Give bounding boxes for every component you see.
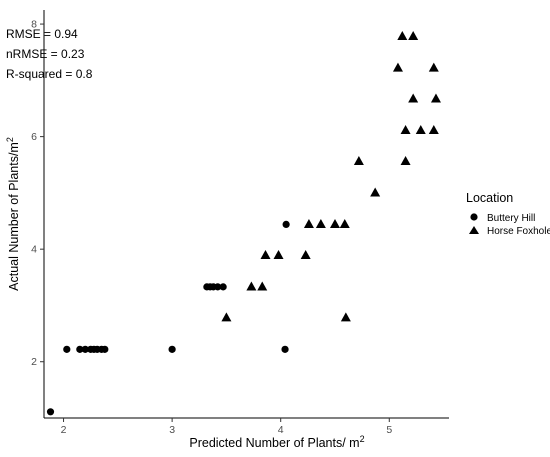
legend-marker-buttery-hill — [470, 213, 478, 221]
point-horse-foxhole — [257, 281, 268, 291]
point-horse-foxhole — [353, 155, 364, 165]
point-horse-foxhole — [400, 125, 411, 135]
point-horse-foxhole — [428, 62, 439, 72]
point-buttery-hill — [219, 283, 227, 291]
legend-marker-horse-foxhole — [469, 226, 479, 234]
point-horse-foxhole — [408, 93, 419, 103]
point-horse-foxhole — [430, 93, 441, 103]
y-axis-title: Actual Number of Plants/m2 — [5, 137, 21, 291]
point-buttery-hill — [282, 220, 290, 229]
point-horse-foxhole — [315, 219, 326, 229]
point-horse-foxhole — [329, 219, 340, 229]
point-buttery-hill — [281, 345, 289, 353]
y-axis-title-superscript: 2 — [5, 137, 15, 142]
point-horse-foxhole — [370, 187, 381, 197]
axes: 2 3 4 5 2 4 6 8 — [31, 10, 449, 436]
data-points — [46, 31, 441, 416]
point-horse-foxhole — [415, 125, 426, 135]
annotation-r-squared: R-squared = 0.8 — [6, 67, 93, 81]
point-horse-foxhole — [246, 281, 257, 291]
legend: Location Buttery Hill Horse Foxhole — [466, 191, 550, 237]
point-horse-foxhole — [392, 62, 403, 72]
annotation-block: RMSE = 0.94 nRMSE = 0.23 R-squared = 0.8 — [6, 27, 93, 81]
point-buttery-hill — [214, 283, 222, 291]
y-tick-label: 8 — [31, 19, 37, 31]
legend-label-horse-foxhole: Horse Foxhole — [487, 226, 550, 237]
x-tick-label: 2 — [61, 424, 67, 436]
x-axis-title: Predicted Number of Plants/ m2 — [189, 434, 364, 450]
point-horse-foxhole — [408, 31, 419, 41]
y-axis-title-text: Actual Number of Plants/m — [7, 142, 21, 291]
x-axis-title-superscript: 2 — [360, 434, 365, 444]
annotation-nrmse: nRMSE = 0.23 — [6, 47, 85, 61]
point-horse-foxhole — [260, 249, 271, 259]
point-buttery-hill — [101, 345, 109, 353]
point-horse-foxhole — [300, 249, 311, 259]
point-buttery-hill — [76, 345, 84, 353]
legend-label-buttery-hill: Buttery Hill — [487, 213, 535, 224]
point-horse-foxhole — [400, 155, 411, 165]
point-buttery-hill — [46, 408, 55, 416]
point-horse-foxhole — [428, 125, 439, 135]
y-tick-label: 2 — [31, 356, 37, 368]
point-horse-foxhole — [397, 31, 408, 41]
point-horse-foxhole — [273, 249, 284, 259]
annotation-rmse: RMSE = 0.94 — [6, 27, 78, 41]
x-tick-label: 3 — [169, 424, 175, 436]
legend-title: Location — [466, 191, 513, 205]
point-horse-foxhole — [340, 312, 351, 322]
point-horse-foxhole — [339, 219, 350, 229]
y-tick-label: 4 — [31, 244, 37, 256]
point-buttery-hill — [81, 345, 89, 353]
y-tick-label: 6 — [31, 131, 37, 143]
point-horse-foxhole — [303, 219, 314, 229]
x-axis-title-text: Predicted Number of Plants/ m — [189, 436, 359, 450]
point-buttery-hill — [63, 345, 71, 353]
point-horse-foxhole — [221, 312, 232, 322]
point-buttery-hill — [168, 345, 176, 353]
x-tick-label: 5 — [386, 424, 392, 436]
x-tick-label: 4 — [278, 424, 284, 436]
